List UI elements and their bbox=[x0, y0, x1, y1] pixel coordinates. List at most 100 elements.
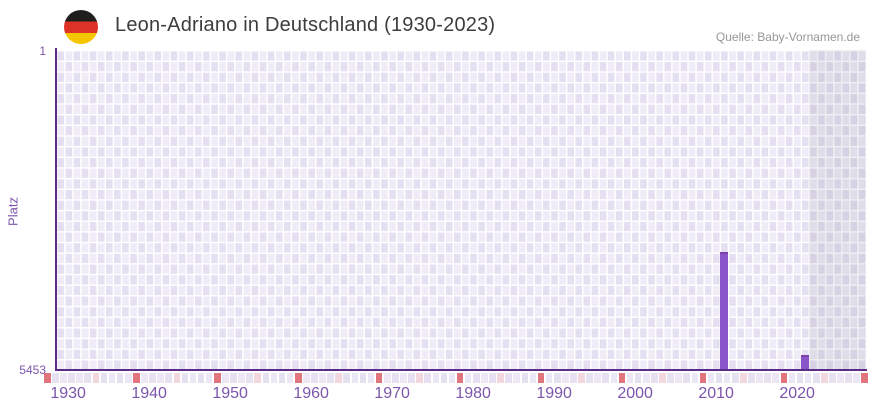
axis-strip-cell bbox=[68, 373, 75, 383]
axis-strip-cell bbox=[375, 373, 383, 383]
x-tick-label-2010: 2010 bbox=[698, 385, 734, 402]
axis-strip-cell bbox=[667, 373, 674, 383]
x-tick-label-1990: 1990 bbox=[536, 385, 572, 402]
x-tick-label-1930: 1930 bbox=[50, 385, 86, 402]
axis-strip-cell bbox=[351, 373, 359, 383]
axis-strip-cell bbox=[764, 373, 771, 383]
axis-strip-cell bbox=[327, 373, 334, 383]
axis-strip-cell bbox=[157, 373, 164, 383]
x-tick-label-1970: 1970 bbox=[374, 385, 410, 402]
axis-strip-cell bbox=[294, 373, 302, 383]
axis-strip-cell bbox=[416, 373, 423, 383]
axis-strip-cell bbox=[618, 373, 626, 383]
axis-strip-cell bbox=[262, 373, 270, 383]
axis-strip-cell bbox=[44, 373, 51, 383]
x-tick-label-1960: 1960 bbox=[293, 385, 329, 402]
axis-strip-cell bbox=[837, 373, 844, 383]
axis-strip-cell bbox=[108, 373, 116, 383]
axis-strip-cell bbox=[675, 373, 682, 383]
source-credit: Quelle: Baby-Vornamen.de bbox=[715, 30, 860, 44]
axis-strip-cell bbox=[335, 373, 342, 383]
axis-strip-cell bbox=[529, 373, 537, 383]
axis-strip-cell bbox=[602, 373, 610, 383]
axis-strip-cell bbox=[497, 373, 504, 383]
axis-strip-cell bbox=[788, 373, 796, 383]
axis-strip-cell bbox=[311, 373, 318, 383]
axis-strip-cell bbox=[731, 373, 739, 383]
axis-strip-cell bbox=[634, 373, 642, 383]
axis-strip-cell bbox=[278, 373, 286, 383]
axis-strip-cell bbox=[133, 373, 140, 383]
axis-strip-cell bbox=[578, 373, 585, 383]
axis-strip-cell bbox=[651, 373, 658, 383]
axis-strip-cell bbox=[553, 373, 561, 383]
axis-strip-cell bbox=[440, 373, 448, 383]
axis-strip-cell bbox=[319, 373, 326, 383]
axis-strip-cell bbox=[626, 373, 634, 383]
axis-strip-cell bbox=[100, 373, 108, 383]
axis-strip-cell bbox=[861, 373, 869, 383]
rank-bar-2021[interactable] bbox=[801, 355, 810, 370]
axis-strip-cell bbox=[116, 373, 124, 383]
axis-strip-cell bbox=[853, 373, 860, 383]
x-axis-line bbox=[55, 369, 867, 371]
plot-area bbox=[56, 50, 866, 370]
axis-strip-cell bbox=[545, 373, 553, 383]
axis-strip-cell bbox=[205, 373, 213, 383]
axis-strip-cell bbox=[149, 373, 156, 383]
rank-bar-2011[interactable] bbox=[720, 252, 729, 370]
axis-strip bbox=[44, 373, 869, 383]
axis-strip-cell bbox=[286, 373, 294, 383]
axis-strip-cell bbox=[400, 373, 407, 383]
axis-strip-cell bbox=[537, 373, 545, 383]
axis-strip-cell bbox=[213, 373, 221, 383]
axis-strip-cell bbox=[489, 373, 496, 383]
axis-strip-cell bbox=[76, 373, 83, 383]
axis-strip-cell bbox=[141, 373, 148, 383]
axis-strip-cell bbox=[165, 373, 172, 383]
axis-strip-cell bbox=[748, 373, 755, 383]
axis-strip-cell bbox=[521, 373, 529, 383]
y-axis-title: Platz bbox=[5, 197, 21, 226]
axis-strip-cell bbox=[594, 373, 601, 383]
axis-strip-cell bbox=[359, 373, 367, 383]
axis-strip-cell bbox=[92, 373, 100, 383]
axis-strip-cell bbox=[270, 373, 278, 383]
x-tick-label-2020: 2020 bbox=[779, 385, 815, 402]
axis-strip-cell bbox=[383, 373, 391, 383]
axis-strip-cell bbox=[432, 373, 440, 383]
axis-strip-cell bbox=[464, 373, 472, 383]
axis-strip-cell bbox=[408, 373, 415, 383]
axis-strip-cell bbox=[723, 373, 731, 383]
axis-strip-cell bbox=[780, 373, 788, 383]
axis-strip-cell bbox=[222, 373, 229, 383]
axis-strip-cell bbox=[707, 373, 715, 383]
german-flag-icon bbox=[64, 10, 98, 44]
axis-strip-cell bbox=[246, 373, 253, 383]
axis-strip-cell bbox=[562, 373, 569, 383]
axis-strip-cell bbox=[804, 373, 812, 383]
axis-strip-cell bbox=[683, 373, 690, 383]
axis-strip-cell bbox=[173, 373, 181, 383]
axis-strip-cell bbox=[796, 373, 804, 383]
axis-strip-cell bbox=[472, 373, 480, 383]
x-axis-labels: 1930 1940 1950 1960 1970 1980 1990 2000 2010 2020 bbox=[0, 385, 873, 407]
axis-strip-cell bbox=[456, 373, 464, 383]
axis-strip-cell bbox=[821, 373, 828, 383]
axis-strip-cell bbox=[699, 373, 707, 383]
x-tick-label-1940: 1940 bbox=[131, 385, 167, 402]
axis-strip-cell bbox=[343, 373, 351, 383]
chart-title: Leon-Adriano in Deutschland (1930-2023) bbox=[115, 14, 496, 36]
axis-strip-cell bbox=[772, 373, 780, 383]
axis-strip-cell bbox=[740, 373, 747, 383]
axis-strip-cell bbox=[197, 373, 205, 383]
axis-strip-cell bbox=[829, 373, 836, 383]
axis-strip-cell bbox=[448, 373, 456, 383]
axis-strip-cell bbox=[715, 373, 723, 383]
axis-strip-cell bbox=[238, 373, 245, 383]
axis-strip-cell bbox=[845, 373, 852, 383]
axis-strip-cell bbox=[181, 373, 189, 383]
axis-strip-cell bbox=[586, 373, 593, 383]
axis-strip-cell bbox=[392, 373, 399, 383]
axis-strip-cell bbox=[659, 373, 666, 383]
